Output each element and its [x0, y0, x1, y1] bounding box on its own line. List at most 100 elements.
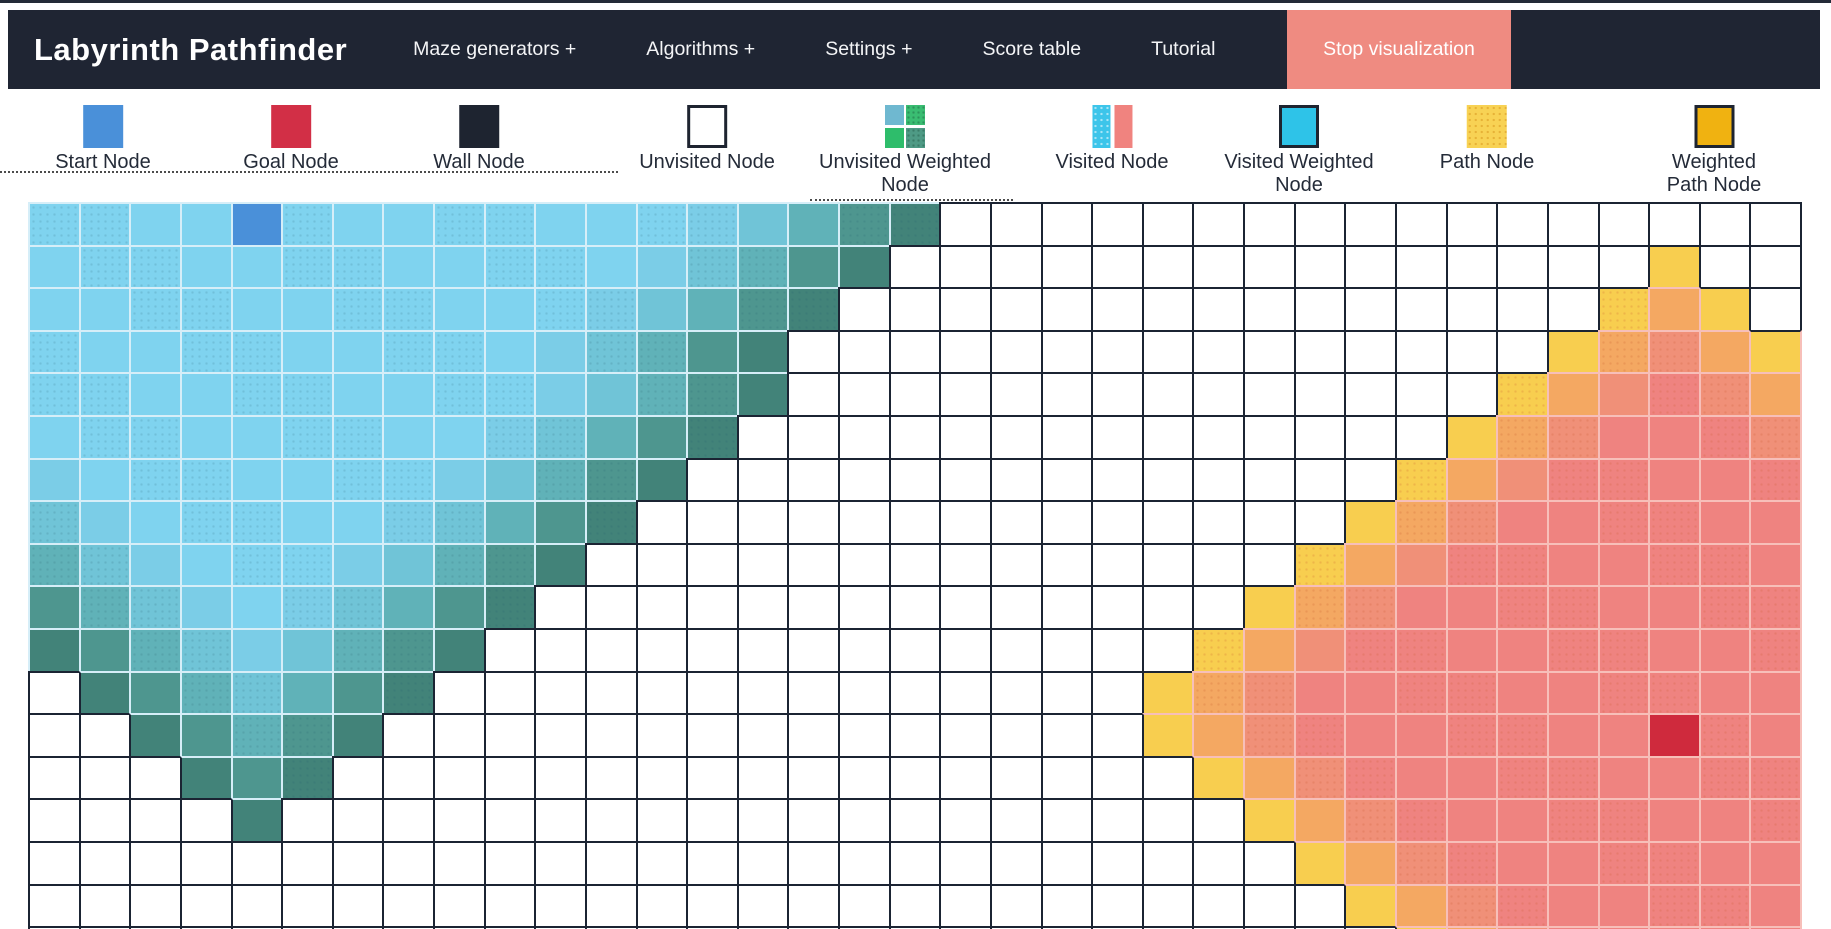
- grid-cell[interactable]: [1496, 287, 1547, 332]
- grid-cell[interactable]: [584, 798, 636, 843]
- grid-cell[interactable]: [433, 628, 484, 673]
- grid-cell[interactable]: [534, 926, 585, 929]
- grid-cell[interactable]: [1395, 500, 1446, 545]
- grid-cell[interactable]: [382, 287, 434, 332]
- grid-cell[interactable]: [331, 841, 383, 886]
- grid-cell[interactable]: [1597, 329, 1649, 375]
- grid-cell[interactable]: [1141, 670, 1193, 716]
- grid-cell[interactable]: [78, 670, 130, 716]
- grid-cell[interactable]: [584, 713, 636, 758]
- grid-cell[interactable]: [1192, 883, 1244, 929]
- grid-cell[interactable]: [1445, 244, 1497, 290]
- grid-cell[interactable]: [686, 329, 737, 375]
- grid-cell[interactable]: [1040, 585, 1092, 630]
- grid-cell[interactable]: [1243, 755, 1294, 801]
- grid-cell[interactable]: [1597, 244, 1649, 290]
- grid-cell[interactable]: [584, 415, 636, 460]
- grid-cell[interactable]: [1546, 670, 1598, 716]
- grid-cell[interactable]: [1597, 713, 1649, 758]
- grid-cell[interactable]: [1445, 841, 1497, 886]
- goal-node-cell[interactable]: [1648, 713, 1699, 758]
- grid-cell[interactable]: [534, 287, 585, 332]
- grid-cell[interactable]: [534, 585, 585, 630]
- grid-cell[interactable]: [787, 841, 839, 886]
- grid-cell[interactable]: [331, 457, 383, 503]
- grid-cell[interactable]: [382, 244, 434, 290]
- grid-cell[interactable]: [483, 329, 535, 375]
- grid-cell[interactable]: [1040, 500, 1092, 545]
- grid-cell[interactable]: [1344, 713, 1395, 758]
- grid-cell[interactable]: [787, 542, 839, 588]
- grid-cell[interactable]: [28, 500, 79, 545]
- grid-cell[interactable]: [1243, 244, 1294, 290]
- grid-cell[interactable]: [787, 628, 839, 673]
- grid-cell[interactable]: [1344, 202, 1395, 247]
- grid-cell[interactable]: [28, 798, 79, 843]
- grid-cell[interactable]: [635, 841, 687, 886]
- grid-cell[interactable]: [1141, 542, 1193, 588]
- grid-cell[interactable]: [1192, 841, 1244, 886]
- grid-cell[interactable]: [1749, 926, 1803, 929]
- grid-cell[interactable]: [179, 798, 231, 843]
- grid-cell[interactable]: [736, 926, 788, 929]
- grid-cell[interactable]: [1344, 244, 1395, 290]
- grid-cell[interactable]: [1192, 670, 1244, 716]
- grid-cell[interactable]: [736, 244, 788, 290]
- grid-cell[interactable]: [1445, 287, 1497, 332]
- grid-cell[interactable]: [179, 755, 231, 801]
- grid-cell[interactable]: [483, 628, 535, 673]
- grid-cell[interactable]: [382, 585, 434, 630]
- grid-cell[interactable]: [179, 457, 231, 503]
- grid-cell[interactable]: [1243, 798, 1294, 843]
- grid-cell[interactable]: [28, 202, 79, 247]
- grid-cell[interactable]: [1395, 372, 1446, 417]
- grid-cell[interactable]: [736, 841, 788, 886]
- grid-cell[interactable]: [129, 841, 180, 886]
- grid-cell[interactable]: [1192, 244, 1244, 290]
- grid-cell[interactable]: [433, 287, 484, 332]
- grid-cell[interactable]: [1496, 628, 1547, 673]
- grid-cell[interactable]: [129, 415, 180, 460]
- grid-cell[interactable]: [1496, 415, 1547, 460]
- grid-cell[interactable]: [1648, 244, 1699, 290]
- grid-cell[interactable]: [534, 244, 585, 290]
- grid-cell[interactable]: [1192, 926, 1244, 929]
- grid-cell[interactable]: [129, 372, 180, 417]
- nav-item-maze-generators[interactable]: Maze generators +: [413, 38, 577, 60]
- grid-cell[interactable]: [686, 202, 737, 247]
- grid-cell[interactable]: [483, 542, 535, 588]
- grid-cell[interactable]: [635, 329, 687, 375]
- grid-cell[interactable]: [28, 628, 79, 673]
- grid-cell[interactable]: [281, 926, 332, 929]
- grid-cell[interactable]: [686, 287, 737, 332]
- grid-cell[interactable]: [736, 372, 788, 417]
- grid-cell[interactable]: [1091, 585, 1142, 630]
- grid-cell[interactable]: [1698, 713, 1750, 758]
- grid-cell[interactable]: [382, 755, 434, 801]
- grid-cell[interactable]: [1395, 329, 1446, 375]
- grid-cell[interactable]: [483, 798, 535, 843]
- grid-cell[interactable]: [1749, 457, 1803, 503]
- grid-cell[interactable]: [1040, 542, 1092, 588]
- grid-cell[interactable]: [433, 883, 484, 929]
- grid-cell[interactable]: [736, 670, 788, 716]
- grid-cell[interactable]: [584, 670, 636, 716]
- grid-cell[interactable]: [281, 883, 332, 929]
- grid-cell[interactable]: [230, 244, 282, 290]
- grid-cell[interactable]: [888, 500, 940, 545]
- grid-cell[interactable]: [1192, 202, 1244, 247]
- grid-cell[interactable]: [1496, 372, 1547, 417]
- grid-cell[interactable]: [1091, 542, 1142, 588]
- grid-cell[interactable]: [1293, 329, 1345, 375]
- grid-cell[interactable]: [838, 713, 889, 758]
- grid-cell[interactable]: [129, 457, 180, 503]
- grid-cell[interactable]: [534, 500, 585, 545]
- grid-cell[interactable]: [1293, 585, 1345, 630]
- grid-cell[interactable]: [78, 329, 130, 375]
- grid-cell[interactable]: [331, 755, 383, 801]
- grid-cell[interactable]: [1040, 841, 1092, 886]
- grid-cell[interactable]: [584, 329, 636, 375]
- grid-cell[interactable]: [1293, 798, 1345, 843]
- grid-cell[interactable]: [1293, 628, 1345, 673]
- grid-cell[interactable]: [28, 713, 79, 758]
